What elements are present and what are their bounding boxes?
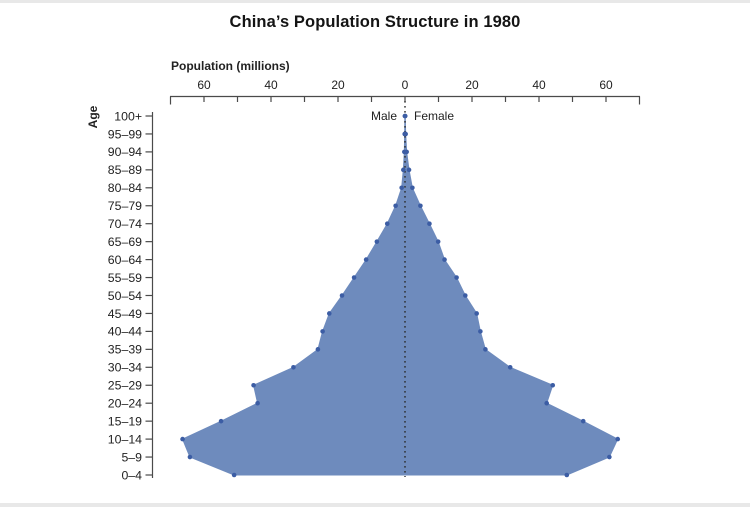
female-dot bbox=[564, 472, 570, 478]
female-dot bbox=[478, 329, 483, 334]
female-dot bbox=[403, 131, 408, 137]
female-dot bbox=[607, 454, 612, 460]
chart-title: China’s Population Structure in 1980 bbox=[229, 13, 521, 31]
male-dot bbox=[291, 365, 296, 370]
age-tick-label: 10–14 bbox=[108, 432, 142, 446]
age-tick-label: 30–34 bbox=[108, 361, 142, 375]
female-dot bbox=[404, 149, 409, 155]
female-dot bbox=[544, 400, 550, 406]
age-tick-label: 50–54 bbox=[108, 289, 142, 303]
age-tick-label: 55–59 bbox=[108, 271, 142, 285]
female-dot bbox=[507, 365, 513, 370]
age-tick-label: 80–84 bbox=[108, 181, 142, 195]
x-axis-tick-label: 60 bbox=[197, 78, 211, 92]
age-tick-label: 60–64 bbox=[108, 253, 142, 267]
x-axis-title: Population (millions) bbox=[171, 59, 290, 73]
female-dot bbox=[406, 167, 412, 173]
age-tick-label: 5–9 bbox=[121, 450, 142, 464]
y-axis-title: Age bbox=[86, 105, 100, 128]
male-dot bbox=[351, 275, 357, 280]
female-dot bbox=[402, 113, 408, 119]
x-axis-tick-label: 20 bbox=[465, 78, 479, 92]
age-tick-label: 75–79 bbox=[108, 199, 142, 213]
age-tick-label: 95–99 bbox=[108, 127, 142, 141]
male-dot bbox=[326, 311, 332, 316]
x-axis-tick-label: 40 bbox=[532, 78, 546, 92]
x-axis-tick-label: 20 bbox=[331, 78, 345, 92]
legend-male-label: Male bbox=[371, 109, 397, 123]
female-dot bbox=[418, 203, 423, 209]
age-tick-label: 85–89 bbox=[108, 163, 142, 177]
male-dot bbox=[315, 347, 321, 352]
age-tick-label: 0–4 bbox=[121, 468, 142, 482]
female-dot bbox=[454, 275, 459, 280]
male-dot bbox=[401, 167, 406, 173]
male-dot bbox=[399, 185, 404, 191]
female-dot bbox=[442, 257, 447, 262]
age-tick-label: 40–44 bbox=[108, 325, 142, 339]
female-dot bbox=[483, 347, 488, 352]
male-dot bbox=[363, 257, 369, 262]
female-dot bbox=[615, 436, 621, 442]
male-dot bbox=[187, 454, 193, 460]
female-dot bbox=[463, 293, 468, 298]
male-dot bbox=[180, 436, 185, 442]
female-dot bbox=[474, 311, 479, 316]
page-edge-bottom bbox=[0, 503, 750, 507]
male-dot bbox=[251, 382, 256, 388]
x-axis-tick-label: 60 bbox=[599, 78, 613, 92]
age-tick-label: 25–29 bbox=[108, 379, 142, 393]
age-tick-label: 45–49 bbox=[108, 307, 142, 321]
legend-female-label: Female bbox=[414, 109, 454, 123]
age-tick-label: 90–94 bbox=[108, 145, 142, 159]
age-tick-label: 15–19 bbox=[108, 414, 142, 428]
female-dot bbox=[427, 221, 432, 226]
x-axis-tick-label: 0 bbox=[402, 78, 409, 92]
male-dot bbox=[218, 418, 224, 424]
male-dot bbox=[320, 329, 325, 334]
pyramid-area bbox=[182, 115, 619, 476]
age-tick-label: 70–74 bbox=[108, 217, 142, 231]
female-dot bbox=[580, 418, 586, 424]
male-dot bbox=[393, 203, 398, 209]
age-tick-label: 20–24 bbox=[108, 397, 142, 411]
age-tick-label: 65–69 bbox=[108, 235, 142, 249]
male-dot bbox=[231, 472, 237, 478]
x-axis-tick-label: 40 bbox=[264, 78, 278, 92]
female-dot bbox=[435, 239, 441, 244]
age-tick-label: 35–39 bbox=[108, 343, 142, 357]
age-tick-label: 100+ bbox=[114, 109, 142, 123]
male-dot bbox=[255, 400, 260, 406]
male-dot bbox=[384, 221, 390, 226]
male-dot bbox=[339, 293, 345, 298]
male-dot bbox=[374, 239, 380, 244]
female-dot bbox=[550, 382, 556, 388]
female-dot bbox=[410, 185, 415, 191]
page-edge-top bbox=[0, 0, 750, 3]
